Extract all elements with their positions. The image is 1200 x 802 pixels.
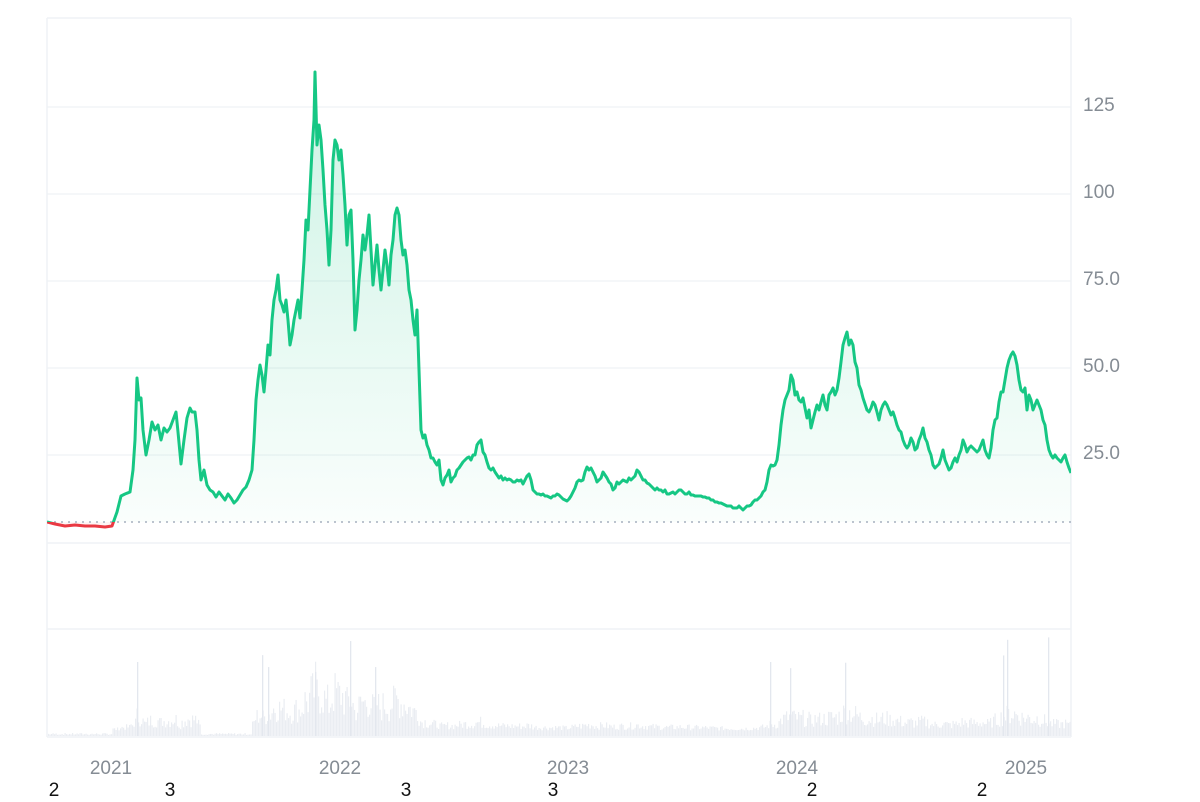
volume-bars	[48, 637, 1071, 736]
marker-label: 2	[48, 780, 60, 801]
price-line[interactable]	[47, 70, 1071, 529]
x-tick-2025: 2025	[1004, 758, 1048, 779]
x-tick-2022: 2022	[318, 758, 362, 779]
y-tick-50: 50.0	[1083, 356, 1120, 377]
marker-label: 3	[400, 780, 412, 801]
y-tick-25: 25.0	[1083, 443, 1120, 464]
x-tick-2023: 2023	[546, 758, 590, 779]
y-tick-75: 75.0	[1083, 269, 1120, 290]
marker-label: 3	[164, 780, 176, 801]
gridlines	[47, 106, 1071, 456]
plot-frame	[46, 17, 1072, 738]
marker-label: 2	[976, 780, 988, 801]
x-tick-2024: 2024	[775, 758, 819, 779]
y-tick-100: 100	[1083, 182, 1115, 203]
price-area	[47, 72, 1071, 527]
marker-label: 2	[806, 780, 818, 801]
x-tick-2021: 2021	[89, 758, 133, 779]
y-tick-125: 125	[1083, 95, 1115, 116]
marker-label: 3	[547, 780, 559, 801]
